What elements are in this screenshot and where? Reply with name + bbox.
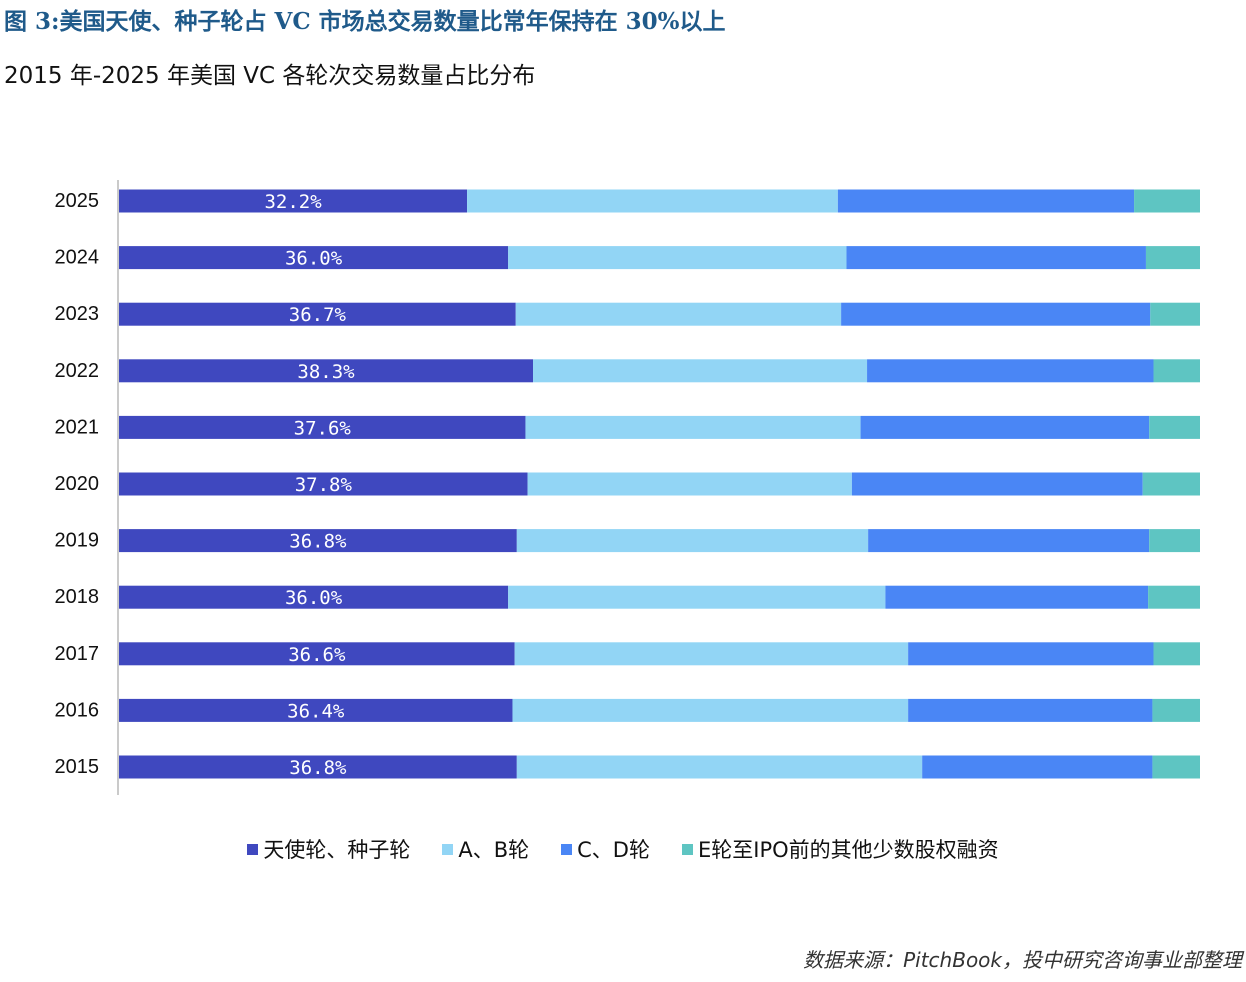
source-note: 数据来源：PitchBook，投中研究咨询事业部整理 xyxy=(803,948,1242,972)
y-tick-label: 2021 xyxy=(55,416,100,438)
bar-segment-series-4 xyxy=(1152,698,1200,722)
bar-segment-series-1 xyxy=(119,302,516,326)
bar-segment-series-2 xyxy=(516,755,923,779)
legend-label: A、B轮 xyxy=(458,838,530,862)
bar-segment-series-4 xyxy=(1148,585,1200,609)
bar-segment-series-1 xyxy=(119,415,526,439)
y-tick-label: 2023 xyxy=(55,303,100,325)
legend-label: 天使轮、种子轮 xyxy=(263,838,411,862)
bar-segment-series-2 xyxy=(516,529,869,553)
legend-swatch xyxy=(247,843,259,855)
y-tick-label: 2018 xyxy=(55,586,100,608)
bar-segment-series-4 xyxy=(1134,189,1200,213)
bar-segment-series-1 xyxy=(119,529,517,553)
y-tick-label: 2015 xyxy=(55,756,100,778)
bar-segment-series-2 xyxy=(533,359,868,383)
bar-segment-series-1 xyxy=(119,359,534,383)
bar-segment-series-4 xyxy=(1153,359,1200,383)
y-tick-label: 2016 xyxy=(55,699,100,721)
bar-segment-series-3 xyxy=(868,529,1150,553)
labels-layer: 2025 32.2% 2024 36.0% 2023 36.7% 2022 38.3% 2021… xyxy=(55,190,356,779)
bar-segment-series-1 xyxy=(119,755,517,779)
bar-segment-series-2 xyxy=(508,246,847,270)
bar-segment-series-3 xyxy=(860,415,1150,439)
bar-segment-series-4 xyxy=(1152,755,1200,779)
bars-layer xyxy=(119,189,1200,779)
bar-segment-series-3 xyxy=(885,585,1149,609)
chart-title: 2015 年-2025 年美国 VC 各轮次交易数量占比分布 xyxy=(4,63,536,89)
data-label: 36.7% xyxy=(289,304,347,326)
y-tick-label: 2025 xyxy=(55,190,100,212)
bar-segment-series-2 xyxy=(527,472,852,496)
bar-segment-series-2 xyxy=(525,415,861,439)
bar-segment-series-3 xyxy=(851,472,1143,496)
legend-swatch xyxy=(681,843,693,855)
bar-segment-series-3 xyxy=(846,246,1146,270)
bar-segment-series-2 xyxy=(508,585,886,609)
bar-segment-series-1 xyxy=(119,189,468,213)
bar-segment-series-3 xyxy=(841,302,1151,326)
bar-segment-series-1 xyxy=(119,698,513,722)
bar-segment-series-3 xyxy=(908,642,1154,666)
bar-segment-series-3 xyxy=(922,755,1153,779)
data-label: 32.2% xyxy=(264,191,322,213)
bar-segment-series-4 xyxy=(1153,642,1200,666)
legend: 天使轮、种子轮 A、B轮 C、D轮 E轮至IPO前的其他少数股权融资 xyxy=(0,834,1246,864)
bar-segment-series-4 xyxy=(1145,246,1200,270)
bar-segment-series-4 xyxy=(1142,472,1200,496)
bar-segment-series-2 xyxy=(515,302,842,326)
y-tick-label: 2020 xyxy=(55,473,100,495)
bar-segment-series-3 xyxy=(908,698,1153,722)
legend-item: C、D轮 xyxy=(561,834,650,864)
bar-segment-series-3 xyxy=(837,189,1135,213)
bar-segment-series-2 xyxy=(514,642,909,666)
data-label: 36.0% xyxy=(285,587,343,609)
legend-item: A、B轮 xyxy=(442,834,529,864)
legend-swatch xyxy=(561,843,573,855)
figure-title: 图 3:美国天使、种子轮占 VC 市场总交易数量比常年保持在 30%以上 xyxy=(4,8,726,35)
legend-swatch xyxy=(442,843,454,855)
bar-segment-series-4 xyxy=(1150,302,1200,326)
bar-segment-series-2 xyxy=(512,698,909,722)
bar-segment-series-1 xyxy=(119,642,515,666)
data-label: 36.8% xyxy=(289,531,347,553)
data-label: 37.6% xyxy=(294,417,352,439)
data-label: 37.8% xyxy=(295,474,353,496)
bar-segment-series-1 xyxy=(119,246,509,270)
data-label: 36.8% xyxy=(289,757,347,779)
bar-segment-series-2 xyxy=(467,189,838,213)
data-label: 36.4% xyxy=(287,700,345,722)
bar-segment-series-4 xyxy=(1149,529,1200,553)
bar-segment-series-1 xyxy=(119,585,509,609)
y-tick-label: 2019 xyxy=(55,530,100,552)
legend-item: E轮至IPO前的其他少数股权融资 xyxy=(681,834,999,864)
bar-segment-series-4 xyxy=(1149,415,1200,439)
data-label: 36.0% xyxy=(285,248,343,270)
legend-item: 天使轮、种子轮 xyxy=(247,834,410,864)
legend-label: C、D轮 xyxy=(577,838,650,862)
y-tick-label: 2022 xyxy=(55,360,100,382)
bar-segment-series-3 xyxy=(867,359,1154,383)
data-label: 38.3% xyxy=(297,361,355,383)
data-label: 36.6% xyxy=(288,644,346,666)
y-tick-label: 2024 xyxy=(55,247,100,269)
bar-segment-series-1 xyxy=(119,472,528,496)
legend-label: E轮至IPO前的其他少数股权融资 xyxy=(697,838,999,862)
y-tick-label: 2017 xyxy=(55,643,100,665)
